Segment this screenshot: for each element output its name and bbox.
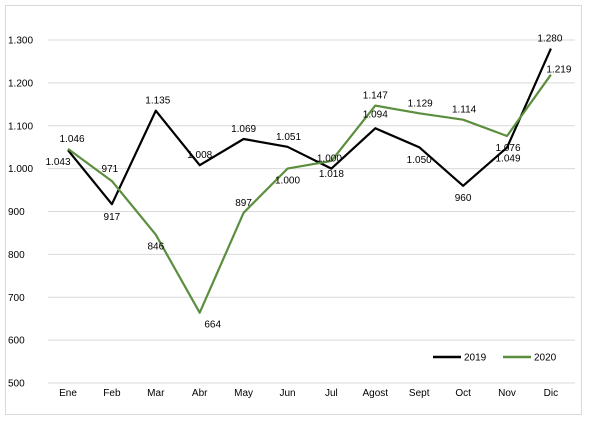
y-tick-label: 1.100 [8, 121, 33, 132]
data-label: 1.129 [408, 98, 433, 109]
data-label: 1.018 [319, 169, 344, 180]
data-label: 1.008 [187, 150, 212, 161]
y-tick-label: 800 [8, 250, 25, 261]
data-label: 960 [455, 193, 472, 204]
data-label: 1.049 [495, 154, 520, 165]
data-label: 1.000 [317, 154, 342, 165]
chart-frame [5, 5, 582, 415]
y-tick-label: 1.200 [8, 78, 33, 89]
data-label: 897 [235, 198, 252, 209]
y-tick-label: 700 [8, 293, 25, 304]
data-label: 846 [147, 242, 164, 253]
x-tick-label: May [234, 388, 253, 399]
data-label: 971 [102, 164, 119, 175]
data-label: 1.135 [145, 96, 170, 107]
data-label: 1.043 [45, 157, 70, 168]
y-tick-label: 600 [8, 336, 25, 347]
data-label: 1.051 [276, 132, 301, 143]
x-tick-label: Ene [59, 388, 77, 399]
data-label: 1.114 [452, 105, 477, 116]
data-label: 1.000 [275, 176, 300, 187]
x-tick-label: Mar [147, 388, 165, 399]
y-tick-label: 900 [8, 207, 25, 218]
x-tick-label: Nov [498, 388, 516, 399]
y-tick-label: 1.300 [8, 36, 33, 47]
data-label: 1.094 [363, 109, 388, 120]
legend-label: 2020 [534, 353, 557, 364]
legend-label: 2019 [464, 353, 487, 364]
x-tick-label: Dic [544, 388, 558, 399]
x-tick-label: Feb [103, 388, 121, 399]
data-label: 1.069 [231, 124, 256, 135]
x-tick-label: Jul [325, 388, 338, 399]
x-tick-label: Jun [279, 388, 295, 399]
data-label: 664 [204, 320, 221, 331]
x-tick-label: Abr [192, 388, 208, 399]
data-label: 1.147 [363, 91, 388, 102]
data-label: 917 [104, 212, 121, 223]
series-line-2019 [67, 48, 552, 206]
data-label: 1.076 [495, 143, 520, 154]
data-label: 1.046 [59, 134, 84, 145]
data-label: 1.219 [546, 65, 571, 76]
data-label: 1.050 [407, 155, 432, 166]
y-tick-label: 500 [8, 379, 25, 390]
x-tick-label: Agost [363, 388, 389, 399]
series-line-2020 [67, 74, 552, 314]
x-tick-label: Oct [455, 388, 471, 399]
y-tick-label: 1.000 [8, 164, 33, 175]
data-label: 1.280 [537, 34, 562, 45]
x-tick-label: Sept [409, 388, 430, 399]
